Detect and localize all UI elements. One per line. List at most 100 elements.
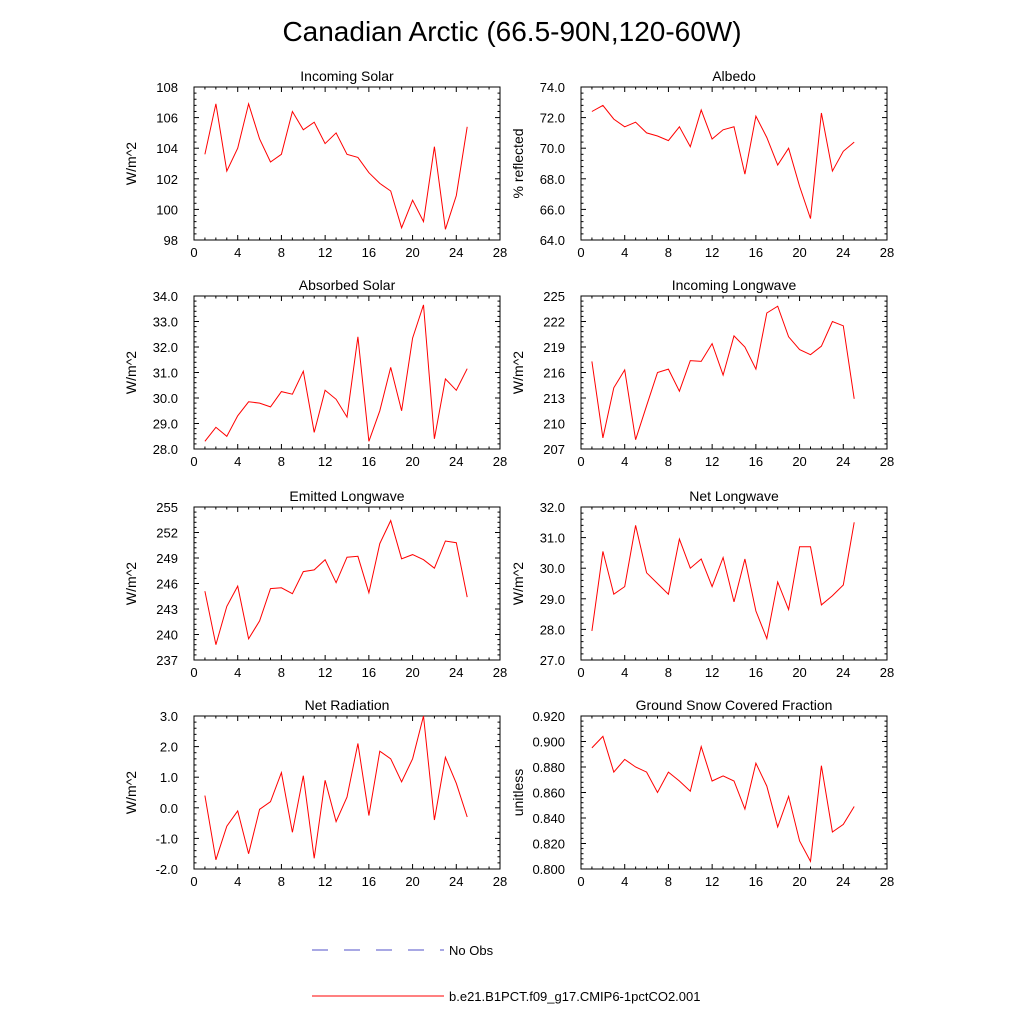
x-tick-label: 0: [190, 454, 197, 469]
figure-title: Canadian Arctic (66.5-90N,120-60W): [282, 16, 741, 47]
y-tick-label: 100: [156, 202, 178, 217]
plot-frame: [193, 715, 501, 870]
x-tick-label: 12: [318, 665, 332, 680]
series-line: [591, 735, 855, 864]
series-line: [591, 522, 855, 641]
x-tick-label: 4: [621, 245, 628, 260]
panel-title: Incoming Longwave: [672, 277, 797, 293]
x-tick-label: 4: [234, 454, 241, 469]
panel-title: Ground Snow Covered Fraction: [636, 697, 833, 713]
x-tick-label: 20: [792, 454, 806, 469]
panel-4: Emitted Longwave W/m^2 0 4 8 12 16 20 24 28 237 240…: [123, 488, 507, 680]
plot-frame: [580, 86, 888, 241]
legend-obs-label: No Obs: [449, 943, 494, 958]
y-tick-label: 240: [156, 628, 178, 643]
y-tick-label: 243: [156, 602, 178, 617]
y-axis-label: W/m^2: [123, 562, 139, 605]
y-tick-label: 222: [543, 315, 565, 330]
x-tick-label: 12: [318, 454, 332, 469]
y-tick-label: 98: [164, 233, 178, 248]
x-tick-label: 24: [449, 665, 463, 680]
plot-frame: [580, 506, 888, 661]
x-tick-label: 24: [836, 874, 850, 889]
x-tick-label: 24: [836, 665, 850, 680]
series-line: [204, 101, 468, 230]
x-tick-label: 28: [493, 454, 507, 469]
y-tick-label: 225: [543, 289, 565, 304]
y-axis-label: % reflected: [510, 128, 526, 198]
y-tick-label: 246: [156, 577, 178, 592]
x-tick-label: 0: [190, 245, 197, 260]
x-tick-label: 4: [234, 665, 241, 680]
y-tick-label: 237: [156, 653, 178, 668]
series-line: [204, 715, 468, 860]
x-tick-label: 12: [705, 245, 719, 260]
x-tick-label: 24: [449, 874, 463, 889]
y-tick-label: 0.820: [532, 837, 565, 852]
y-tick-label: 0.0: [160, 801, 178, 816]
y-tick-label: 213: [543, 391, 565, 406]
legend: No Obs b.e21.B1PCT.f09_g17.CMIP6-1pctCO2…: [312, 943, 700, 1004]
y-tick-label: 32.0: [540, 500, 565, 515]
y-tick-label: 104: [156, 141, 178, 156]
y-tick-label: 31.0: [540, 531, 565, 546]
y-tick-label: 33.0: [153, 315, 178, 330]
y-tick-label: 0.920: [532, 709, 565, 724]
x-tick-label: 12: [705, 454, 719, 469]
x-tick-label: 0: [190, 874, 197, 889]
y-tick-label: 70.0: [540, 141, 565, 156]
y-axis-label: W/m^2: [123, 771, 139, 814]
legend-model-label: b.e21.B1PCT.f09_g17.CMIP6-1pctCO2.001: [449, 989, 700, 1004]
x-tick-label: 20: [405, 874, 419, 889]
panel-7: Ground Snow Covered Fraction unitless 0 4 8 1…: [510, 697, 894, 889]
series-line: [204, 304, 468, 442]
x-tick-label: 28: [880, 665, 894, 680]
y-tick-label: 252: [156, 526, 178, 541]
y-tick-label: 0.880: [532, 760, 565, 775]
x-tick-label: 8: [278, 874, 285, 889]
plot-frame: [193, 506, 501, 661]
x-tick-label: 28: [880, 454, 894, 469]
y-tick-label: 108: [156, 80, 178, 95]
x-tick-label: 8: [665, 454, 672, 469]
y-tick-label: 219: [543, 340, 565, 355]
panel-3: Incoming Longwave W/m^2 0 4 8 12 16 20 24 28 207 21…: [510, 277, 894, 469]
y-tick-label: 106: [156, 111, 178, 126]
y-tick-label: 0.840: [532, 811, 565, 826]
plot-frame: [193, 86, 501, 241]
x-tick-label: 4: [234, 874, 241, 889]
x-tick-label: 16: [749, 665, 763, 680]
panels: Incoming Solar W/m^2 0 4 8 12 16 20 24 28 98 100 102…: [123, 68, 894, 889]
plot-frame: [580, 295, 888, 450]
y-tick-label: 32.0: [153, 340, 178, 355]
panel-5: Net Longwave W/m^2 0 4 8 12 16 20 24 28 27.0 28.0 29…: [510, 488, 894, 680]
x-tick-label: 24: [449, 454, 463, 469]
x-tick-label: 8: [665, 665, 672, 680]
y-tick-label: -2.0: [156, 862, 178, 877]
y-tick-label: 29.0: [540, 592, 565, 607]
y-tick-label: 0.900: [532, 735, 565, 750]
x-tick-label: 16: [749, 874, 763, 889]
x-tick-label: 20: [792, 245, 806, 260]
y-tick-label: 74.0: [540, 80, 565, 95]
x-tick-label: 8: [665, 874, 672, 889]
x-tick-label: 8: [278, 454, 285, 469]
y-axis-label: W/m^2: [123, 351, 139, 394]
panel-title: Emitted Longwave: [289, 488, 404, 504]
x-tick-label: 20: [405, 665, 419, 680]
x-tick-label: 28: [493, 874, 507, 889]
panel-2: Absorbed Solar W/m^2 0 4 8 12 16 20 24 28 28.0 29.0…: [123, 277, 507, 469]
series-line: [591, 104, 855, 219]
x-tick-label: 24: [449, 245, 463, 260]
x-tick-label: 8: [278, 665, 285, 680]
y-tick-label: 30.0: [540, 561, 565, 576]
x-tick-label: 24: [836, 245, 850, 260]
x-tick-label: 28: [880, 245, 894, 260]
y-axis-label: W/m^2: [510, 562, 526, 605]
x-tick-label: 16: [749, 454, 763, 469]
x-tick-label: 0: [577, 454, 584, 469]
y-tick-label: 1.0: [160, 770, 178, 785]
x-tick-label: 16: [362, 245, 376, 260]
y-tick-label: 66.0: [540, 202, 565, 217]
